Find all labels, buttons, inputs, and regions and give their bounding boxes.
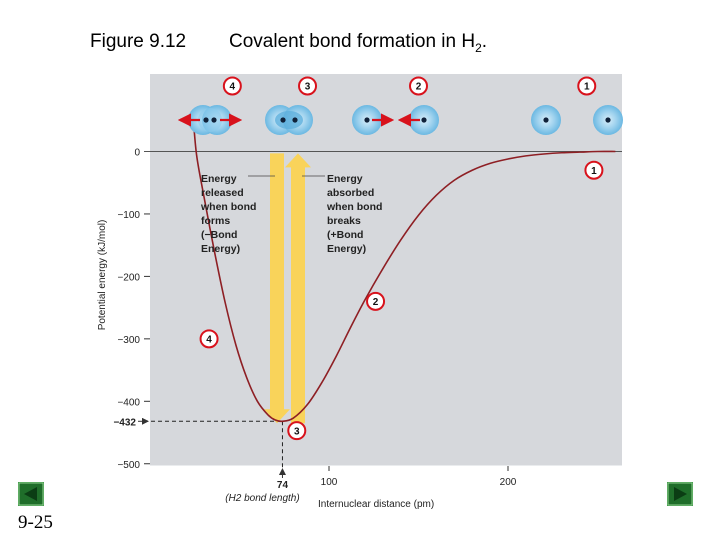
atom-stages bbox=[177, 105, 623, 135]
previous-slide-button[interactable] bbox=[18, 482, 44, 506]
h-nucleus bbox=[543, 117, 549, 123]
stage-marker-number: 3 bbox=[305, 82, 311, 93]
h-nucleus bbox=[605, 117, 611, 123]
curve-marker-number: 2 bbox=[373, 297, 379, 308]
energy-absorbed-line: breaks bbox=[327, 215, 361, 227]
overlap-region bbox=[198, 108, 222, 132]
energy-absorbed-label: Energy absorbed when bond breaks (+Bond Energ… bbox=[326, 173, 382, 255]
y-tick-label: 0 bbox=[134, 148, 140, 159]
energy-released-line: Energy) bbox=[201, 243, 240, 255]
h-nucleus bbox=[364, 117, 370, 123]
figure-label: Figure 9.12 bbox=[90, 31, 187, 52]
bond-length-note: (H2 bond length) bbox=[225, 493, 300, 504]
x-tick-label: 200 bbox=[500, 477, 517, 488]
curve-marker-number: 1 bbox=[591, 166, 597, 177]
stage-marker-number: 2 bbox=[416, 82, 422, 93]
y-tick-label: −500 bbox=[117, 460, 140, 471]
curve-marker-ring bbox=[199, 329, 219, 349]
caption-subscript: 2 bbox=[475, 40, 482, 55]
curve-marker-ring bbox=[287, 421, 307, 441]
stage-marker-number: 1 bbox=[584, 82, 590, 93]
energy-released-line: (−Bond bbox=[201, 229, 237, 241]
h-nucleus bbox=[203, 117, 209, 123]
y-tick-label: −200 bbox=[117, 272, 140, 283]
figure-caption: Covalent bond formation in H2. bbox=[229, 31, 487, 55]
energy-absorbed-line: absorbed bbox=[327, 187, 374, 199]
y-tick-label: −300 bbox=[117, 335, 140, 346]
y-axis-title: Potential energy (kJ/mol) bbox=[97, 220, 108, 331]
energy-released-line: released bbox=[201, 187, 244, 199]
energy-absorbed-line: Energy bbox=[327, 173, 363, 185]
axes: 0 −100 −200 −300 −400 −500 100 200 Potential ene… bbox=[97, 148, 622, 510]
h-nucleus bbox=[292, 117, 298, 123]
energy-released-line: forms bbox=[201, 215, 230, 227]
h-nucleus bbox=[280, 117, 286, 123]
x-tick-label: 100 bbox=[321, 477, 338, 488]
energy-absorbed-line: when bond bbox=[326, 201, 382, 213]
minimum-energy-label: −432 bbox=[113, 417, 136, 428]
energy-arrows bbox=[264, 153, 311, 424]
plot-background bbox=[150, 74, 622, 466]
bond-length-value: 74 bbox=[277, 480, 289, 491]
potential-energy-curve bbox=[192, 113, 616, 423]
energy-absorbed-arrow bbox=[285, 153, 311, 424]
h-nucleus bbox=[211, 117, 217, 123]
previous-arrow-icon bbox=[18, 482, 44, 506]
bond-region bbox=[275, 111, 303, 129]
stage-markers: 4 3 2 1 1 2 3 4 bbox=[199, 76, 604, 441]
energy-absorbed-line: (+Bond bbox=[327, 229, 363, 241]
curve-marker-ring bbox=[366, 291, 386, 311]
y-tick-label: −100 bbox=[117, 210, 140, 221]
slide-number: 9-25 bbox=[18, 512, 53, 533]
x-axis-title: Internuclear distance (pm) bbox=[318, 499, 434, 510]
curve-layer bbox=[192, 113, 616, 423]
curve-marker-ring bbox=[584, 160, 604, 180]
curve-marker-number: 3 bbox=[294, 426, 300, 437]
annotations: Energy released when bond forms (−Bond Energy… bbox=[200, 173, 382, 255]
stage-marker-ring bbox=[577, 76, 597, 96]
caption-text: Covalent bond formation in H bbox=[229, 31, 476, 52]
h-nucleus bbox=[421, 117, 427, 123]
next-slide-button[interactable] bbox=[667, 482, 693, 506]
stage-marker-ring bbox=[222, 76, 242, 96]
energy-released-line: Energy bbox=[201, 173, 237, 185]
y-tick-label: −400 bbox=[117, 397, 140, 408]
energy-released-label: Energy released when bond forms (−Bond Energy… bbox=[200, 173, 256, 255]
curve-marker-number: 4 bbox=[206, 334, 212, 345]
energy-absorbed-line: Energy) bbox=[327, 243, 366, 255]
stage-marker-number: 4 bbox=[230, 82, 236, 93]
next-arrow-icon bbox=[667, 482, 693, 506]
caption-period: . bbox=[481, 31, 488, 52]
stage-marker-ring bbox=[298, 76, 318, 96]
energy-released-arrow bbox=[264, 153, 290, 424]
stage-marker-ring bbox=[409, 76, 428, 96]
energy-released-line: when bond bbox=[200, 201, 256, 213]
